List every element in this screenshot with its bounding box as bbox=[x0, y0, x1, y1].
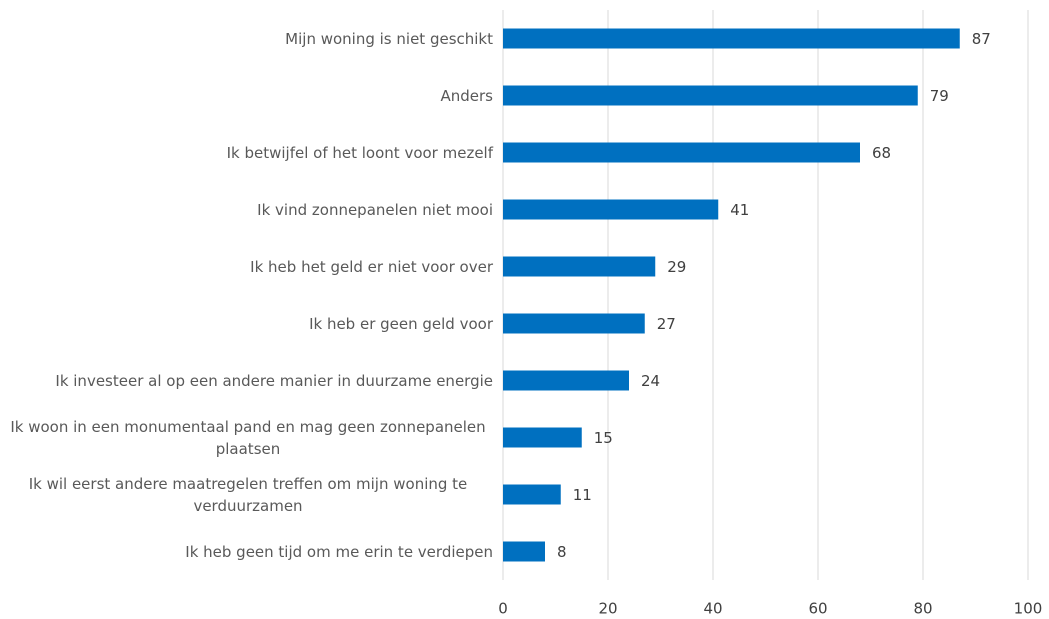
y-tick-label: Mijn woning is niet geschikt bbox=[285, 29, 493, 48]
bar bbox=[503, 28, 960, 49]
y-tick-label: Ik woon in een monumentaal pand en mag g… bbox=[10, 417, 486, 458]
category-label-box: Ik heb het geld er niet voor over bbox=[3, 239, 493, 295]
y-tick-label: Ik investeer al op een andere manier in … bbox=[55, 371, 493, 390]
bar bbox=[503, 85, 918, 106]
y-tick-label: Ik heb geen tijd om me erin te verdiepen bbox=[185, 542, 493, 561]
y-tick-label: Ik wil eerst andere maatregelen treffen … bbox=[28, 474, 468, 515]
category-label-box: Ik betwijfel of het loont voor mezelf bbox=[3, 125, 493, 181]
category-label-box: Anders bbox=[3, 68, 494, 124]
x-tick-label: 60 bbox=[808, 600, 827, 618]
value-label: 41 bbox=[730, 201, 749, 219]
value-label: 8 bbox=[557, 543, 567, 561]
value-label: 24 bbox=[641, 372, 660, 390]
y-tick-label: Ik betwijfel of het loont voor mezelf bbox=[226, 143, 493, 162]
value-label: 68 bbox=[872, 144, 891, 162]
category-label-box: Mijn woning is niet geschikt bbox=[3, 11, 493, 67]
value-label: 11 bbox=[573, 486, 592, 504]
x-tick-label: 80 bbox=[913, 600, 932, 618]
category-label-box: Ik woon in een monumentaal pand en mag g… bbox=[3, 410, 493, 466]
value-label: 29 bbox=[667, 258, 686, 276]
bar bbox=[503, 142, 860, 163]
bar bbox=[503, 484, 561, 505]
x-tick-label: 20 bbox=[598, 600, 617, 618]
bar bbox=[503, 256, 656, 277]
x-tick-label: 100 bbox=[1014, 600, 1043, 618]
y-tick-label: Ik heb er geen geld voor bbox=[309, 314, 493, 333]
value-label: 27 bbox=[657, 315, 676, 333]
y-tick-label: Ik vind zonnepanelen niet mooi bbox=[257, 200, 493, 219]
category-label-box: Ik heb er geen geld voor bbox=[3, 296, 493, 352]
x-tick-label: 0 bbox=[498, 600, 508, 618]
bar bbox=[503, 427, 582, 448]
x-tick-label: 40 bbox=[703, 600, 722, 618]
category-label-box: Ik wil eerst andere maatregelen treffen … bbox=[3, 467, 493, 523]
bar bbox=[503, 199, 719, 220]
bar bbox=[503, 541, 545, 562]
bar bbox=[503, 370, 629, 391]
category-label-box: Ik vind zonnepanelen niet mooi bbox=[3, 182, 493, 238]
value-label: 15 bbox=[594, 429, 613, 447]
category-label-box: Ik investeer al op een andere manier in … bbox=[3, 353, 493, 409]
bar bbox=[503, 313, 645, 334]
value-label: 87 bbox=[972, 30, 991, 48]
y-tick-label: Ik heb het geld er niet voor over bbox=[250, 257, 493, 276]
category-label-box: Ik heb geen tijd om me erin te verdiepen bbox=[3, 524, 493, 580]
y-tick-label: Anders bbox=[440, 86, 494, 105]
value-label: 79 bbox=[930, 87, 949, 105]
